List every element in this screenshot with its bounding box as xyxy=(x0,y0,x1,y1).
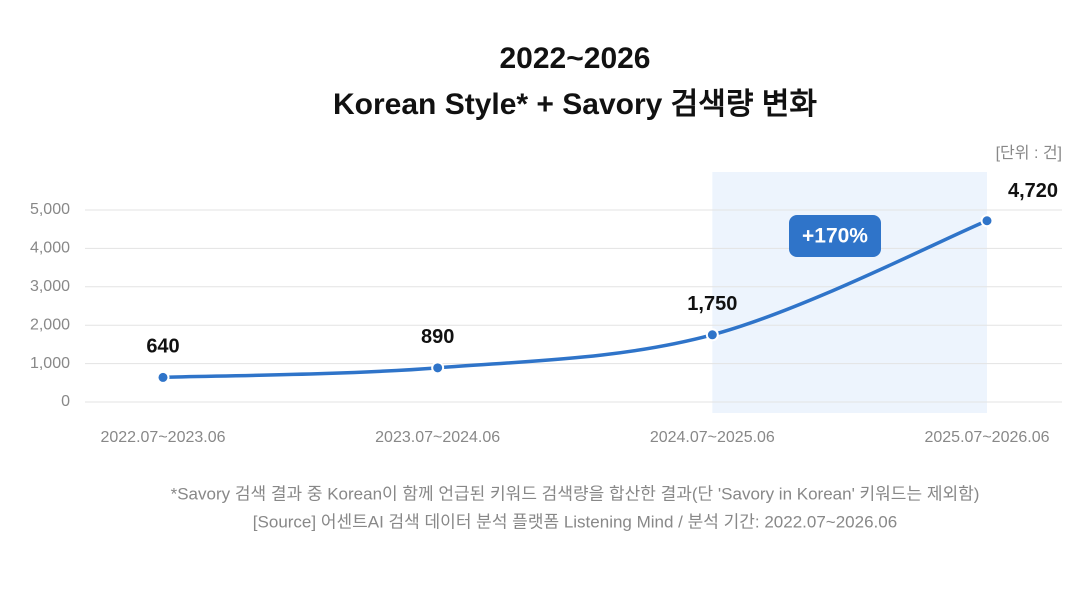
y-tick-label: 0 xyxy=(61,393,70,410)
data-point xyxy=(705,328,719,342)
data-point xyxy=(431,361,445,375)
x-tick-label: 2023.07~2024.06 xyxy=(375,429,500,446)
series-line xyxy=(162,219,988,380)
y-tick-label: 4,000 xyxy=(30,240,70,257)
value-label: 890 xyxy=(421,326,454,348)
y-tick-label: 3,000 xyxy=(30,278,70,295)
chart-subtitle: Korean Style* + Savory 검색량 변화 xyxy=(333,88,817,121)
y-tick-label: 5,000 xyxy=(30,201,70,218)
x-tick-label: 2024.07~2025.06 xyxy=(650,429,775,446)
data-point xyxy=(980,214,994,228)
x-tick-label: 2025.07~2026.06 xyxy=(924,429,1049,446)
x-tick-label: 2022.07~2023.06 xyxy=(100,429,225,446)
data-point xyxy=(156,370,170,384)
footnote: *Savory 검색 결과 중 Korean이 함께 언급된 키워드 검색량을 … xyxy=(171,484,980,503)
chart-title: 2022~2026 xyxy=(500,42,651,75)
highlight-band xyxy=(712,172,987,413)
annotation-text: +170% xyxy=(802,225,868,248)
unit-label: [단위 : 건] xyxy=(996,144,1062,162)
value-label: 640 xyxy=(146,336,179,358)
y-tick-label: 1,000 xyxy=(30,355,70,372)
source-note: [Source] 어센트AI 검색 데이터 분석 플랫폼 Listening M… xyxy=(253,512,897,531)
value-label: 1,750 xyxy=(687,293,737,315)
value-label: 4,720 xyxy=(1008,180,1058,202)
y-tick-label: 2,000 xyxy=(30,316,70,333)
annotation-badge xyxy=(789,215,881,257)
